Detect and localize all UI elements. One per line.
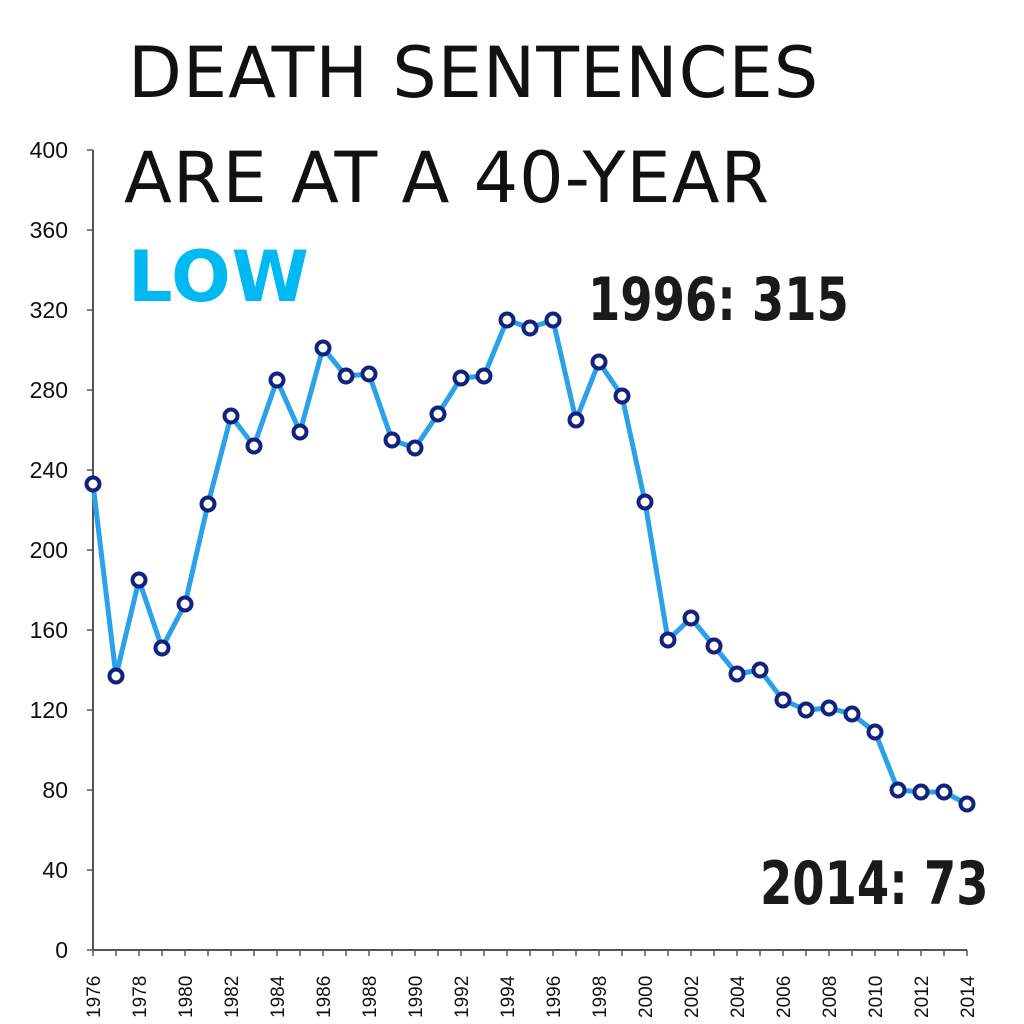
x-tick-label: 1978	[130, 976, 151, 1018]
y-tick-label: 80	[42, 777, 68, 803]
data-point	[176, 595, 194, 613]
annotation-peak: 1996: 315	[588, 265, 849, 335]
x-tick-label: 1992	[452, 976, 473, 1018]
data-point	[705, 637, 723, 655]
data-point	[613, 387, 631, 405]
y-tick-label: 0	[55, 937, 68, 963]
data-point	[498, 311, 516, 329]
y-tick-label: 200	[30, 537, 68, 563]
y-tick-label: 240	[30, 457, 68, 483]
data-point	[360, 365, 378, 383]
y-tick-label: 160	[30, 617, 68, 643]
data-point	[314, 339, 332, 357]
x-tick-label: 2002	[682, 976, 703, 1018]
x-tick-label: 1998	[590, 976, 611, 1018]
data-point	[199, 495, 217, 513]
x-tick-label: 2014	[958, 975, 979, 1018]
x-tick-label: 1990	[406, 976, 427, 1018]
data-point	[935, 783, 953, 801]
data-point	[682, 609, 700, 627]
data-point	[866, 723, 884, 741]
x-tick-label: 1976	[84, 976, 105, 1018]
data-point	[958, 795, 976, 813]
data-point	[429, 405, 447, 423]
data-point	[636, 493, 654, 511]
x-axis-ticks: 1976 1978 1980 1982 1984 1986 1988 1990 1992 1994…	[84, 950, 979, 1018]
data-point	[268, 371, 286, 389]
x-tick-label: 2010	[866, 976, 887, 1018]
data-point	[774, 691, 792, 709]
data-point	[107, 667, 125, 685]
x-tick-label: 1996	[544, 976, 565, 1018]
data-point	[567, 411, 585, 429]
data-point	[153, 639, 171, 657]
x-tick-label: 2006	[774, 976, 795, 1018]
y-tick-label: 120	[30, 697, 68, 723]
data-point	[590, 353, 608, 371]
y-tick-label: 40	[42, 857, 68, 883]
data-point	[521, 319, 539, 337]
x-tick-label: 1984	[268, 975, 289, 1018]
series-line	[90, 317, 969, 807]
data-point	[452, 369, 470, 387]
x-tick-label: 2000	[636, 976, 657, 1018]
x-tick-label: 1988	[360, 976, 381, 1018]
data-point	[659, 631, 677, 649]
data-point	[751, 661, 769, 679]
data-point	[291, 423, 309, 441]
data-point	[797, 701, 815, 719]
data-point	[889, 781, 907, 799]
x-tick-label: 1982	[222, 976, 243, 1018]
data-point	[912, 783, 930, 801]
x-tick-label: 1980	[176, 976, 197, 1018]
data-point	[337, 367, 355, 385]
data-point	[383, 431, 401, 449]
y-tick-label: 360	[30, 217, 68, 243]
data-point	[130, 571, 148, 589]
data-point	[406, 439, 424, 457]
x-tick-label: 2008	[820, 976, 841, 1018]
x-tick-label: 1986	[314, 976, 335, 1018]
data-point	[222, 407, 240, 425]
data-point	[820, 699, 838, 717]
data-point	[728, 665, 746, 683]
chart-title-line-1: DEATH SENTENCES	[128, 32, 820, 114]
data-point	[245, 437, 263, 455]
chart-title-accent: LOW	[128, 236, 310, 318]
y-tick-label: 320	[30, 297, 68, 323]
x-tick-label: 2012	[912, 976, 933, 1018]
y-tick-label: 400	[30, 137, 68, 163]
y-tick-label: 280	[30, 377, 68, 403]
chart-title-line-2: ARE AT A 40-YEAR	[124, 137, 771, 219]
x-tick-label: 2004	[728, 975, 749, 1018]
annotation-latest: 2014: 73	[760, 849, 989, 919]
data-point	[544, 311, 562, 329]
x-tick-label: 1994	[498, 975, 519, 1018]
series-markers	[84, 311, 976, 813]
data-point	[84, 475, 102, 493]
data-point	[843, 705, 861, 723]
y-axis-ticks: 0 40 80 120 160 200 240 280 320 360 400	[30, 137, 93, 963]
data-point	[475, 367, 493, 385]
